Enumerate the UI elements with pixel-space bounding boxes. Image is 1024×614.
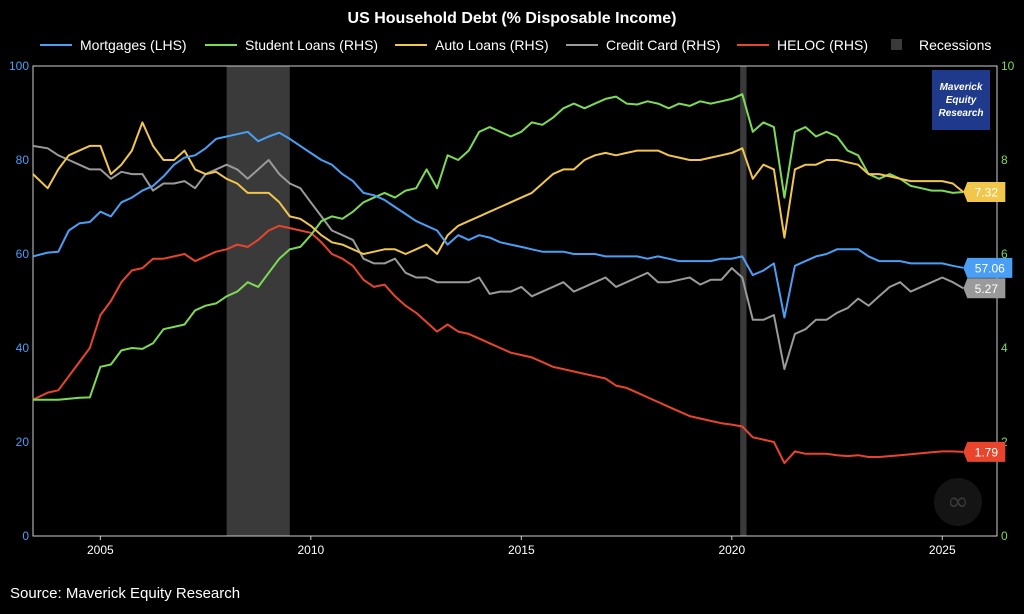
legend-swatch-recessions	[891, 39, 902, 50]
x-tick-label-1: 2010	[297, 543, 324, 557]
y-right-axis: 0246810	[1001, 59, 1015, 543]
legend-label-0: Mortgages (LHS)	[80, 37, 187, 53]
y-left-tick-label-5: 100	[9, 59, 29, 73]
x-tick-label-4: 2025	[929, 543, 956, 557]
y-right-tick-label-2: 4	[1001, 341, 1008, 355]
brand-line-2: Equity	[945, 94, 977, 106]
legend-label-2: Auto Loans (RHS)	[435, 37, 549, 53]
x-tick-label-3: 2020	[718, 543, 745, 557]
brand-line-1: Maverick	[939, 81, 983, 93]
end-label-box-3	[963, 278, 1006, 299]
x-axis: 2005 2010 2015 2020 2025	[87, 536, 956, 557]
legend-label-4: HELOC (RHS)	[777, 37, 868, 53]
y-left-tick-label-0: 0	[22, 529, 29, 543]
brand-badge: Maverick Equity Research	[932, 70, 990, 130]
recession-bands	[226, 66, 747, 536]
series-line-2	[32, 121, 964, 255]
series-line-4	[32, 224, 964, 465]
y-left-tick-label-1: 20	[16, 435, 30, 449]
series-line-1	[33, 93, 964, 401]
y-right-tick-label-5: 10	[1001, 59, 1015, 73]
end-label-box-2	[963, 181, 1006, 202]
logo-glyph: ∞	[947, 487, 969, 517]
end-label-text-3: 5.27	[975, 282, 999, 296]
end-label-box-4	[963, 441, 1006, 462]
y-right-tick-label-3: 6	[1001, 247, 1008, 261]
infinity-icon: ∞	[934, 478, 982, 526]
y-left-tick-label-3: 60	[16, 247, 30, 261]
legend-label-3: Credit Card (RHS)	[606, 37, 720, 53]
end-label-box-0	[963, 257, 1013, 278]
y-right-tick-label-0: 0	[1001, 529, 1008, 543]
y-left-tick-label-2: 40	[16, 341, 30, 355]
recession-band-0	[226, 66, 290, 536]
x-tick-label-2: 2015	[508, 543, 535, 557]
end-label-text-0: 57.06	[975, 261, 1005, 275]
end-label-text-4: 1.79	[975, 445, 999, 459]
chart-title: US Household Debt (% Disposable Income)	[348, 10, 677, 27]
series-line-3	[32, 144, 964, 371]
y-right-tick-label-4: 8	[1001, 153, 1008, 167]
x-tick-label-0: 2005	[87, 543, 114, 557]
end-label-text-2: 7.32	[975, 185, 999, 199]
plot-frame	[32, 65, 998, 537]
end-labels: 57.06 7.32 5.27 1.79	[963, 181, 1013, 462]
series-line-0	[32, 130, 964, 319]
series-lines	[32, 93, 964, 465]
brand-line-3: Research	[938, 107, 984, 119]
y-left-axis: 0 20 40 60 80 100	[9, 59, 29, 543]
legend-label-1: Student Loans (RHS)	[245, 37, 378, 53]
y-left-tick-label-4: 80	[16, 153, 30, 167]
legend: Mortgages (LHS) Student Loans (RHS) Auto L…	[40, 37, 991, 53]
legend-label-recessions: Recessions	[919, 37, 991, 53]
source-note: Source: Maverick Equity Research	[10, 585, 241, 602]
recession-band-1	[740, 66, 747, 536]
